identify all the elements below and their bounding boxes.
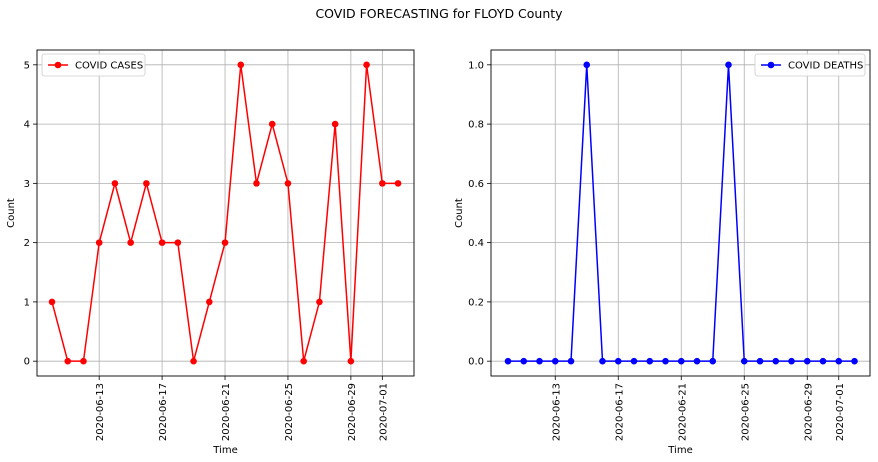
cases-y-tick-label: 1 <box>24 297 30 308</box>
deaths-data-point <box>725 61 732 69</box>
deaths-x-tick-label: 2020-06-25 <box>740 383 751 441</box>
deaths-data-point <box>709 357 717 365</box>
deaths-data-point <box>599 357 606 365</box>
deaths-x-tick-label: 2020-06-21 <box>677 383 688 441</box>
cases-data-point <box>253 180 260 187</box>
cases-x-tick-label: 2020-06-13 <box>95 383 106 441</box>
cases-data-point <box>111 180 119 187</box>
deaths-data-point <box>630 357 638 365</box>
cases-x-tick-label: 2020-06-29 <box>347 383 358 441</box>
cases-legend-box <box>41 53 146 77</box>
cases-data-point <box>80 357 87 365</box>
cases-data-point <box>190 357 197 365</box>
cases-y-tick-label: 4 <box>24 120 30 131</box>
cases-chart: 2020-06-13 2020-06-17 2020-06-21 2020-06-25… <box>6 49 415 456</box>
deaths-x-tick-label: 2020-06-13 <box>551 383 562 441</box>
deaths-legend-box <box>754 53 866 77</box>
deaths-data-point <box>520 357 528 365</box>
deaths-data-point <box>677 357 685 365</box>
cases-x-axis-label: Time <box>212 445 237 456</box>
deaths-y-tick-label: 1.0 <box>468 60 484 71</box>
cases-data-point <box>394 180 402 187</box>
cases-data-point <box>48 298 56 306</box>
cases-x-tick-label: 2020-07-01 <box>378 383 389 441</box>
deaths-y-tick-label: 0.8 <box>468 120 484 131</box>
cases-data-point <box>284 180 292 187</box>
cases-data-point <box>206 298 213 306</box>
deaths-x-tick-label: 2020-06-29 <box>803 383 814 441</box>
deaths-data-point <box>788 357 795 365</box>
deaths-y-axis-label: Count <box>454 198 465 228</box>
cases-axes-frame <box>36 49 415 377</box>
deaths-legend-label: COVID DEATHS <box>788 61 863 72</box>
deaths-chart: 2020-06-13 2020-06-17 2020-06-21 2020-06-25… <box>454 49 871 456</box>
deaths-data-point <box>819 357 827 365</box>
cases-legend-marker <box>54 61 62 69</box>
deaths-axes-frame <box>490 49 871 377</box>
deaths-data-point <box>504 357 512 365</box>
cases-x-tick-label: 2020-06-25 <box>284 383 295 441</box>
cases-data-point <box>316 298 323 306</box>
deaths-data-point <box>583 61 591 69</box>
cases-data-point <box>158 239 166 246</box>
cases-data-point <box>347 357 355 365</box>
deaths-data-point <box>851 357 858 365</box>
cases-y-tick-label: 2 <box>24 238 30 249</box>
cases-data-point <box>379 180 386 187</box>
cases-data-point <box>331 120 339 128</box>
cases-data-point <box>143 180 150 187</box>
cases-y-axis-label: Count <box>6 198 17 228</box>
cases-legend: COVID CASES <box>41 53 146 77</box>
cases-data-point <box>300 357 307 365</box>
cases-data-point <box>174 239 182 246</box>
cases-data-point <box>268 120 276 128</box>
deaths-data-point <box>693 357 701 365</box>
deaths-data-point <box>835 357 843 365</box>
deaths-y-tick-label: 0.6 <box>468 179 484 190</box>
deaths-y-tick-label: 0.0 <box>468 357 484 368</box>
deaths-data-point <box>772 357 780 365</box>
cases-data-point <box>95 239 103 246</box>
cases-data-point <box>237 61 245 69</box>
deaths-x-tick-label: 2020-06-17 <box>614 383 625 441</box>
deaths-data-point <box>662 357 669 365</box>
deaths-data-point <box>536 357 543 365</box>
deaths-data-point <box>551 357 559 365</box>
cases-data-point <box>64 357 72 365</box>
deaths-y-tick-label: 0.2 <box>468 297 484 308</box>
deaths-data-point <box>567 357 575 365</box>
cases-y-tick-label: 0 <box>24 357 30 368</box>
deaths-legend-marker <box>767 61 775 69</box>
cases-x-tick-label: 2020-06-17 <box>158 383 169 441</box>
cases-data-point <box>363 61 370 69</box>
deaths-x-axis-label: Time <box>667 445 692 456</box>
deaths-x-tick-label: 2020-07-01 <box>835 383 846 441</box>
cases-x-tick-label: 2020-06-21 <box>221 383 232 441</box>
deaths-plot-area <box>491 50 870 376</box>
deaths-data-point <box>646 357 654 365</box>
figure-title: COVID FORECASTING for FLOYD County <box>315 6 563 21</box>
deaths-y-tick-label: 0.4 <box>468 238 484 249</box>
deaths-data-point <box>803 357 811 365</box>
cases-y-tick-label: 3 <box>24 179 30 190</box>
cases-plot-area <box>37 50 414 376</box>
cases-legend-label: COVID CASES <box>75 61 143 72</box>
deaths-data-point <box>740 357 748 365</box>
cases-data-point <box>127 239 134 246</box>
deaths-data-point <box>614 357 622 365</box>
deaths-legend: COVID DEATHS <box>754 53 866 77</box>
cases-data-point <box>221 239 229 246</box>
deaths-data-point <box>756 357 764 365</box>
cases-y-tick-label: 5 <box>24 60 30 71</box>
